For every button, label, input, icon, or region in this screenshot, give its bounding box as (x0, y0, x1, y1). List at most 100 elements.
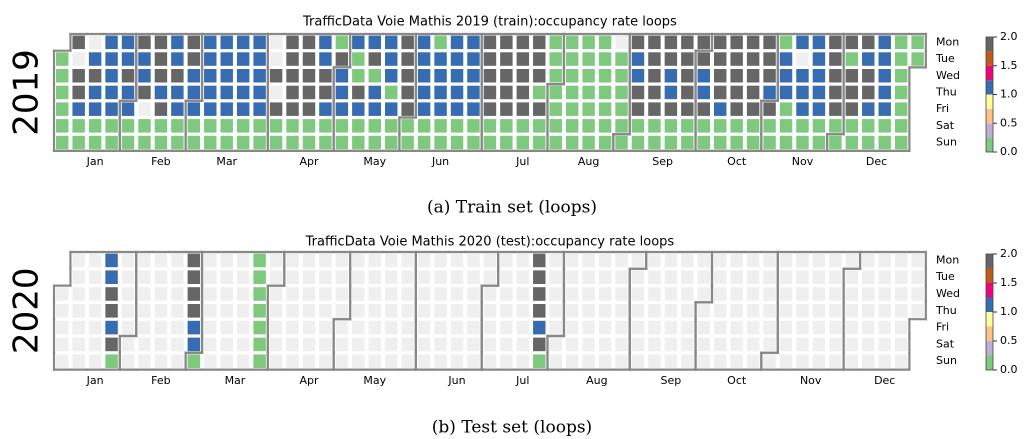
day-cell (533, 270, 546, 284)
day-cell (302, 69, 316, 83)
day-cell (171, 354, 184, 368)
day-cell (829, 354, 842, 368)
month-label: Mar (216, 155, 237, 168)
cells (56, 35, 924, 150)
day-cell (894, 52, 908, 66)
day-cell (796, 320, 809, 335)
month-label: Feb (151, 155, 170, 168)
day-cell (664, 119, 678, 133)
day-cell (204, 287, 217, 301)
day-cell (631, 287, 645, 301)
day-cell (829, 69, 842, 83)
day-cell (862, 320, 875, 335)
day-cell (500, 287, 513, 301)
day-cell (648, 320, 661, 335)
day-cell (154, 337, 168, 352)
day-cell (105, 354, 118, 368)
day-cell (746, 135, 760, 150)
day-cell (220, 287, 233, 301)
day-cell (796, 253, 809, 268)
day-cell (549, 270, 562, 284)
day-cell (779, 354, 793, 368)
day-cell (319, 52, 332, 66)
day-cell (829, 320, 842, 335)
day-cell (714, 270, 727, 284)
day-cell (467, 69, 480, 83)
weekday-label: Wed (936, 69, 960, 82)
day-cell (862, 253, 875, 268)
day-cell (894, 35, 908, 50)
day-cell (467, 354, 480, 368)
day-cell (302, 119, 316, 133)
day-cell (565, 304, 579, 318)
colorbar-segment (986, 297, 993, 312)
day-cell (598, 85, 612, 100)
day-cell (746, 253, 760, 268)
day-cell (253, 135, 266, 150)
weekday-label: Thu (935, 304, 957, 317)
day-cell (220, 119, 233, 133)
weekday-label: Sat (936, 119, 955, 132)
day-cell (779, 35, 793, 50)
day-cell (500, 52, 513, 66)
day-cell (779, 119, 793, 133)
day-cell (236, 320, 250, 335)
day-cell (664, 85, 678, 100)
day-cell (812, 337, 826, 352)
day-cell (796, 354, 809, 368)
day-cell (286, 337, 299, 352)
day-cell (138, 253, 151, 268)
day-cell (730, 52, 743, 66)
day-cell (204, 135, 217, 150)
day-cell (631, 354, 645, 368)
day-cell (796, 304, 809, 318)
day-cell (598, 69, 612, 83)
day-cell (171, 102, 184, 116)
day-cell (450, 119, 464, 133)
day-cell (269, 102, 283, 116)
day-cell (862, 337, 875, 352)
day-cell (253, 119, 266, 133)
day-cell (911, 287, 924, 301)
day-cell (335, 102, 349, 116)
day-cell (121, 320, 135, 335)
day-cell (319, 119, 332, 133)
day-cell (796, 119, 809, 133)
day-cell (335, 52, 349, 66)
day-cell (319, 102, 332, 116)
month-label: Oct (727, 374, 747, 387)
day-cell (319, 69, 332, 83)
day-cell (335, 69, 349, 83)
colorbar-tick-label: 0.0 (1000, 363, 1018, 376)
day-cell (615, 287, 628, 301)
day-cell (467, 35, 480, 50)
day-cell (845, 85, 859, 100)
month-label: Apr (299, 155, 319, 168)
year-label: 2019 (7, 49, 47, 136)
day-cell (204, 52, 217, 66)
day-cell (829, 337, 842, 352)
day-cell (582, 135, 595, 150)
day-cell (352, 320, 365, 335)
month-label: Jan (86, 155, 104, 168)
month-label: Jun (447, 374, 465, 387)
day-cell (220, 69, 233, 83)
day-cell (335, 135, 349, 150)
day-cell (878, 354, 891, 368)
day-cell (533, 135, 546, 150)
day-cell (138, 337, 151, 352)
day-cell (533, 85, 546, 100)
day-cell (88, 35, 102, 50)
day-cell (105, 135, 118, 150)
day-cell (681, 270, 694, 284)
day-cell (730, 135, 743, 150)
day-cell (236, 270, 250, 284)
day-cell (565, 119, 579, 133)
day-cell (352, 85, 365, 100)
day-cell (105, 337, 118, 352)
day-cell (697, 337, 710, 352)
day-cell (763, 85, 776, 100)
day-cell (154, 287, 168, 301)
day-cell (862, 119, 875, 133)
day-cell (779, 52, 793, 66)
